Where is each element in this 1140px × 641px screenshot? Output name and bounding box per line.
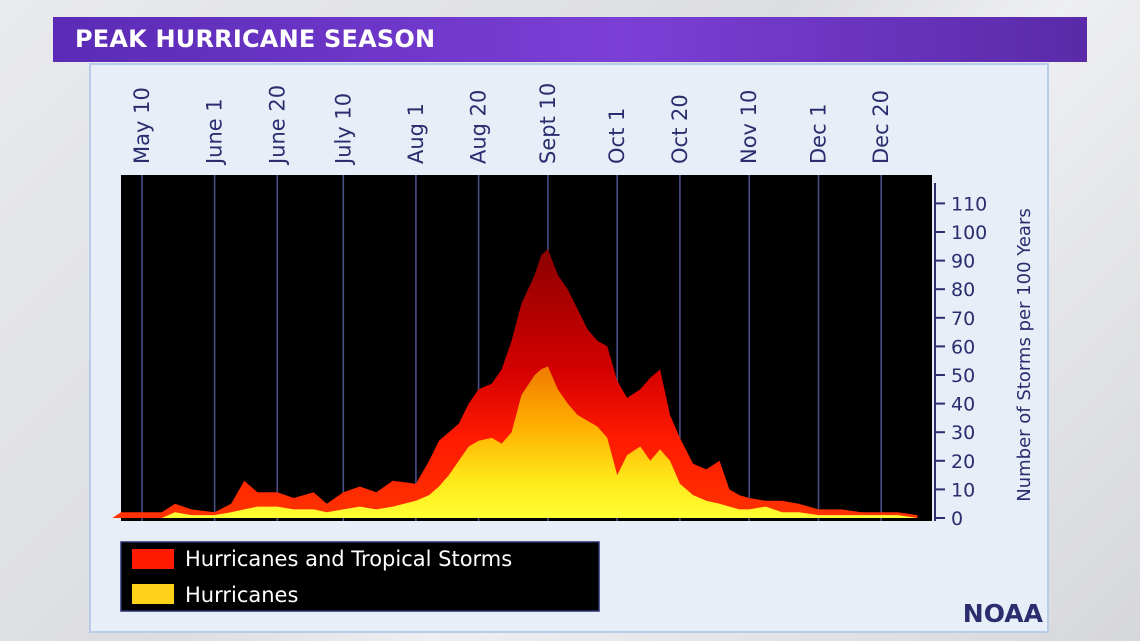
y-tick-label: 100: [951, 222, 987, 244]
x-tick-label: Dec 20: [869, 90, 893, 164]
x-tick-label: Aug 20: [467, 90, 491, 164]
y-tick-label: 110: [951, 193, 987, 215]
y-tick-label: 80: [951, 279, 975, 301]
area-hurricanes: [112, 366, 918, 518]
legend-label-hurricanes: Hurricanes: [185, 583, 298, 607]
legend-label-all-storms: Hurricanes and Tropical Storms: [185, 547, 512, 571]
x-tick-label: Oct 1: [605, 108, 629, 164]
y-tick-label: 0: [951, 508, 963, 530]
x-tick-label: Sept 10: [536, 83, 560, 164]
y-tick-label: 90: [951, 251, 975, 273]
x-tick-label: May 10: [130, 87, 154, 164]
y-tick-label: 50: [951, 365, 975, 387]
x-tick-label: Dec 1: [807, 103, 831, 164]
y-tick-label: 70: [951, 308, 975, 330]
y-tick-label: 20: [951, 451, 975, 473]
y-tick-label: 30: [951, 422, 975, 444]
legend-swatch-all-storms: [132, 549, 174, 569]
legend-swatch-hurricanes: [132, 584, 174, 604]
title-bar: PEAK HURRICANE SEASON: [53, 17, 1087, 62]
y-tick-label: 40: [951, 394, 975, 416]
y-tick-label: 60: [951, 336, 975, 358]
page-title: PEAK HURRICANE SEASON: [75, 25, 436, 53]
x-tick-label: June 1: [203, 98, 227, 166]
legend-box: [120, 541, 600, 612]
noaa-wordmark: NOAA: [963, 599, 1044, 628]
x-tick-label: Nov 10: [737, 90, 761, 164]
y-axis-label: Number of Storms per 100 Years: [1014, 208, 1035, 502]
x-tick-label: Aug 1: [404, 103, 428, 164]
x-tick-label: June 20: [265, 85, 289, 166]
x-tick-label: July 10: [331, 93, 355, 166]
x-tick-label: Oct 20: [668, 94, 692, 164]
y-tick-label: 10: [951, 479, 975, 501]
area-all-storms: [112, 249, 918, 518]
